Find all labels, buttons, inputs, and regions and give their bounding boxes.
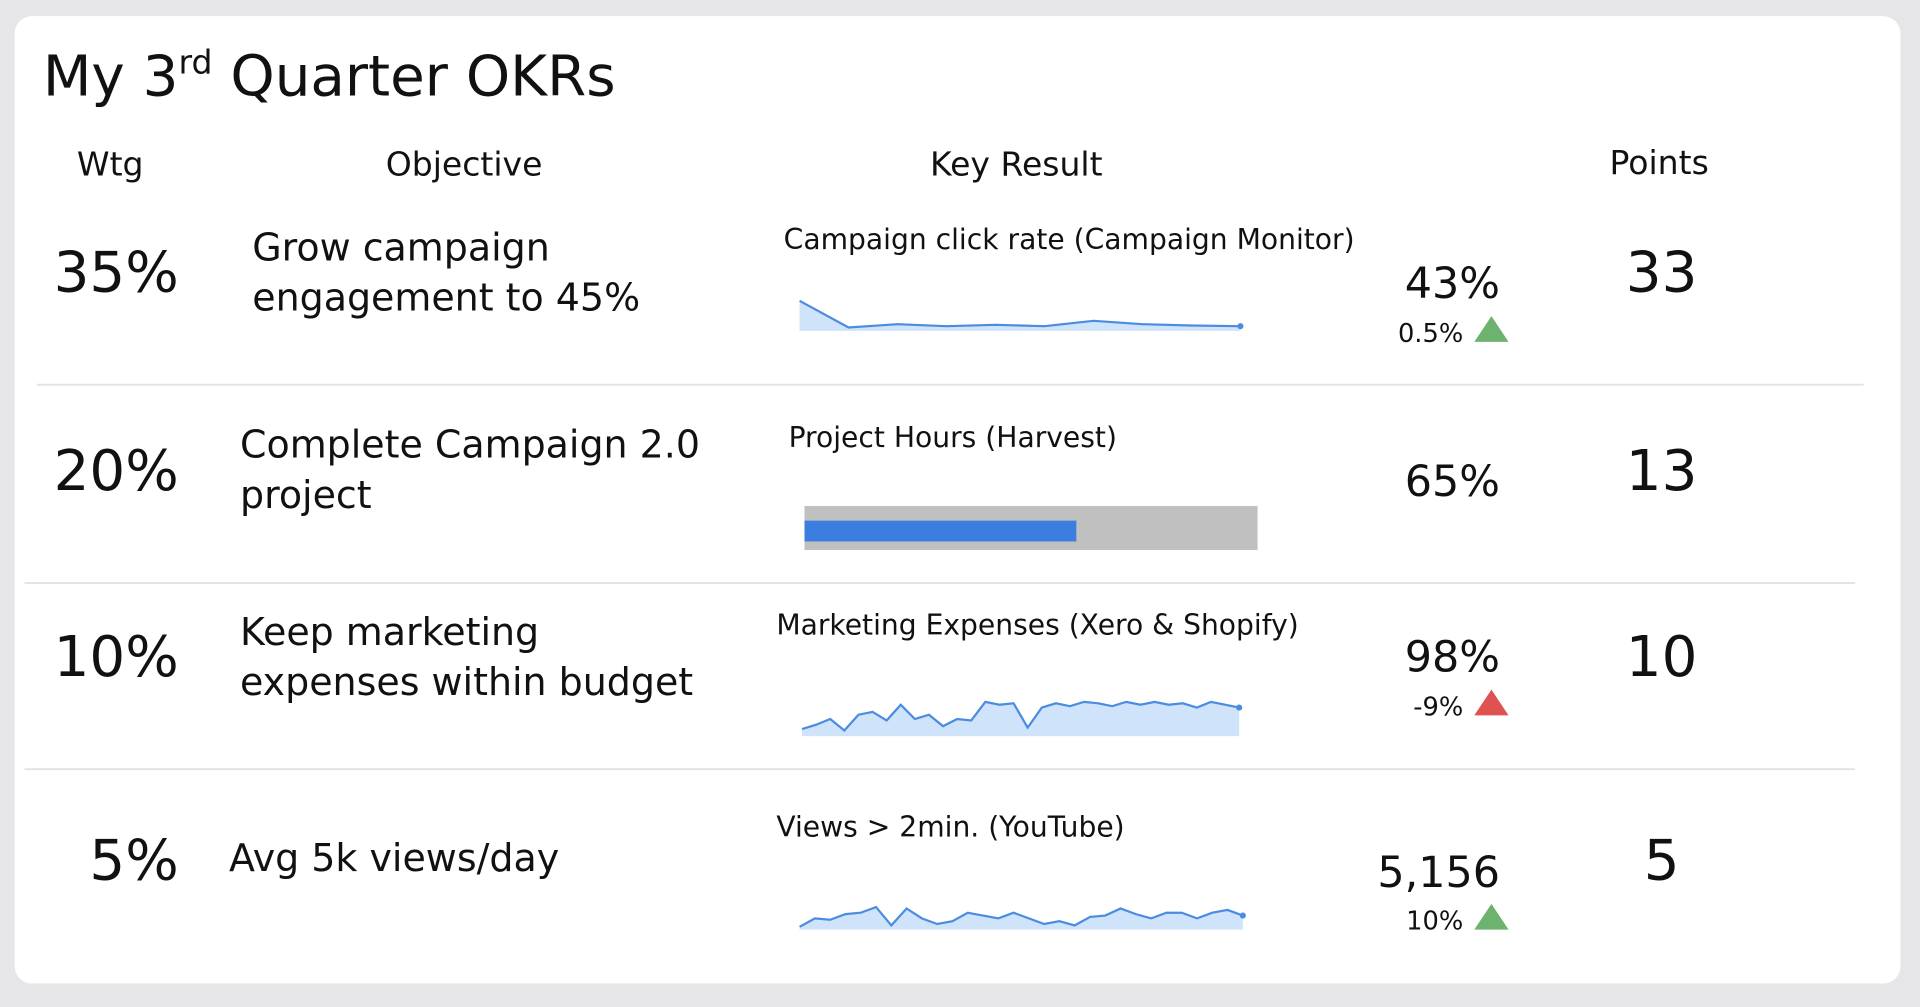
title-text: My 3 [43, 45, 179, 110]
objective: Avg 5k views/day [229, 836, 559, 880]
points: 5 [1644, 828, 1680, 893]
sparkline-area [799, 907, 1243, 930]
points: 33 [1626, 241, 1698, 306]
key-result-label: Project Hours (Harvest) [789, 421, 1117, 454]
trend-arrow [1474, 689, 1509, 716]
column-header: Objective [386, 144, 543, 183]
column-header: Points [1610, 143, 1709, 182]
sparkline-end [1239, 912, 1246, 919]
objective: project [240, 473, 372, 517]
objective: Complete Campaign 2.0 [240, 423, 700, 467]
weight: 20% [54, 439, 179, 504]
title-rest: Quarter OKRs [212, 45, 615, 110]
sparkline-area [802, 701, 1240, 737]
progress-bar [804, 520, 1077, 542]
sparkline-end [1236, 704, 1243, 711]
column-header: Key Result [930, 144, 1103, 183]
sparkline-line [799, 299, 1241, 329]
trend-arrow [1474, 316, 1509, 342]
key-result-label: Campaign click rate (Campaign Monitor) [784, 223, 1355, 256]
change: 10% [1406, 907, 1463, 937]
value: 43% [1405, 259, 1500, 309]
value: 5,156 [1377, 848, 1500, 898]
points: 10 [1626, 625, 1698, 690]
value: 65% [1405, 457, 1500, 507]
sparkline-line [801, 700, 1240, 732]
weight: 10% [54, 625, 179, 690]
objective: Grow campaign [252, 225, 550, 269]
card [14, 16, 1901, 984]
title: My 3rd Quarter OKRs [43, 43, 616, 110]
points: 13 [1626, 439, 1698, 504]
sparkline-area [799, 300, 1241, 331]
change: 0.5% [1398, 319, 1463, 349]
objective: expenses within budget [240, 660, 693, 704]
trend-arrow [1474, 903, 1509, 930]
sparkline-end [1237, 323, 1244, 330]
key-result-label: Marketing Expenses (Xero & Shopify) [776, 609, 1298, 642]
sparkline-line [799, 905, 1244, 928]
weight: 5% [89, 828, 178, 893]
weight: 35% [54, 241, 179, 306]
column-header: Wtg [77, 144, 144, 183]
objective: engagement to 45% [252, 276, 640, 320]
change: -9% [1413, 692, 1463, 722]
value: 98% [1405, 632, 1500, 682]
objective: Keep marketing [240, 610, 539, 654]
title-sup: rd [178, 43, 212, 82]
key-result-label: Views > 2min. (YouTube) [776, 811, 1124, 844]
